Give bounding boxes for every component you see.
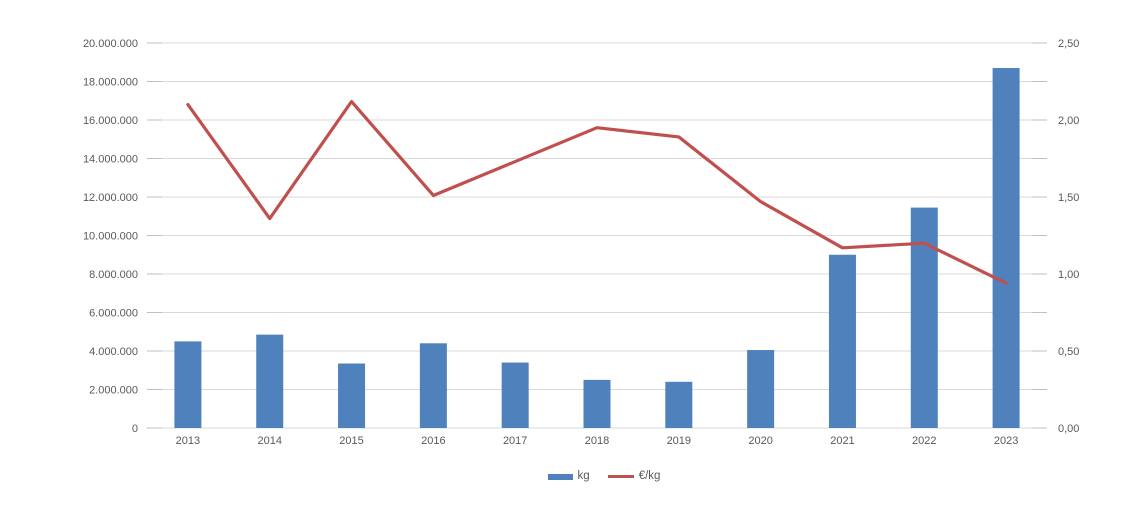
- left-axis-tick-label: 6.000.000: [89, 308, 138, 320]
- right-axis-tick-label: 2,50: [1058, 38, 1079, 50]
- right-axis-tick-label: 2,00: [1058, 115, 1079, 127]
- left-axis-tick-label: 0: [132, 423, 138, 435]
- x-axis-category-label: 2015: [339, 435, 363, 447]
- right-axis-tick-label: 0,50: [1058, 346, 1079, 358]
- left-axis-tick-label: 10.000.000: [83, 231, 138, 243]
- bar-2020: [747, 350, 775, 428]
- bar-2017: [501, 362, 529, 428]
- right-axis-tick-label: 1,50: [1058, 192, 1079, 204]
- x-axis-category-label: 2023: [994, 435, 1018, 447]
- bar-2013: [174, 341, 202, 428]
- x-axis-category-label: 2014: [257, 435, 281, 447]
- right-axis-tick-label: 1,00: [1058, 269, 1079, 281]
- bar-2015: [338, 363, 366, 428]
- bar-2023: [992, 68, 1020, 429]
- bar-2022: [910, 207, 938, 428]
- bar-2014: [256, 334, 284, 428]
- left-axis-tick-label: 16.000.000: [83, 115, 138, 127]
- x-axis-category-label: 2020: [748, 435, 772, 447]
- bar-2019: [665, 381, 693, 428]
- bar-2018: [583, 379, 611, 428]
- bar-2016: [419, 343, 447, 428]
- x-axis-category-label: 2017: [503, 435, 527, 447]
- x-axis-category-label: 2018: [585, 435, 609, 447]
- left-axis-tick-label: 12.000.000: [83, 192, 138, 204]
- price-line: [186, 99, 1008, 285]
- left-axis-tick-label: 4.000.000: [89, 346, 138, 358]
- x-axis-category-label: 2019: [667, 435, 691, 447]
- bar-2021: [828, 254, 856, 428]
- left-axis-tick-label: 8.000.000: [89, 269, 138, 281]
- x-axis-category-label: 2022: [912, 435, 936, 447]
- left-axis-tick-label: 2.000.000: [89, 385, 138, 397]
- left-axis-tick-label: 20.000.000: [83, 38, 138, 50]
- left-axis-tick-label: 18.000.000: [83, 77, 138, 89]
- x-axis-category-label: 2016: [421, 435, 445, 447]
- x-axis-category-label: 2013: [176, 435, 200, 447]
- left-axis-tick-label: 14.000.000: [83, 154, 138, 166]
- x-axis-category-label: 2021: [830, 435, 854, 447]
- right-axis-tick-label: 0,00: [1058, 423, 1079, 435]
